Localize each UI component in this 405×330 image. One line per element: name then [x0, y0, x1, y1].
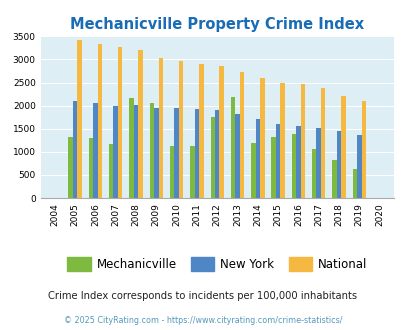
Bar — [230, 97, 235, 198]
Bar — [360, 101, 365, 198]
Title: Mechanicville Property Crime Index: Mechanicville Property Crime Index — [70, 17, 363, 32]
Bar — [271, 138, 275, 198]
Bar — [275, 124, 279, 198]
Bar — [300, 84, 305, 198]
Bar — [117, 47, 122, 198]
Bar — [214, 110, 219, 198]
Bar — [250, 144, 255, 198]
Bar — [77, 40, 82, 198]
Text: Crime Index corresponds to incidents per 100,000 inhabitants: Crime Index corresponds to incidents per… — [48, 291, 357, 301]
Bar — [153, 108, 158, 198]
Bar — [133, 105, 138, 198]
Text: © 2025 CityRating.com - https://www.cityrating.com/crime-statistics/: © 2025 CityRating.com - https://www.city… — [64, 316, 341, 325]
Bar — [280, 82, 284, 198]
Bar — [73, 101, 77, 198]
Bar — [341, 96, 345, 198]
Bar — [89, 138, 93, 198]
Bar — [255, 119, 259, 198]
Bar — [219, 66, 223, 198]
Bar — [158, 57, 163, 198]
Bar — [109, 144, 113, 198]
Bar — [239, 72, 244, 198]
Bar — [174, 108, 178, 198]
Bar — [190, 146, 194, 198]
Bar — [259, 78, 264, 198]
Bar — [113, 106, 117, 198]
Bar — [98, 44, 102, 198]
Bar — [68, 137, 73, 198]
Bar — [179, 61, 183, 198]
Bar — [199, 64, 203, 198]
Bar — [315, 128, 320, 198]
Bar — [210, 117, 214, 198]
Bar — [356, 135, 360, 198]
Bar — [129, 98, 134, 198]
Bar — [311, 149, 315, 198]
Bar — [332, 160, 336, 198]
Bar — [234, 114, 239, 198]
Bar — [295, 126, 300, 198]
Bar — [194, 109, 198, 198]
Bar — [320, 88, 324, 198]
Bar — [352, 169, 356, 198]
Bar — [291, 134, 296, 198]
Bar — [93, 103, 97, 198]
Bar — [138, 50, 143, 198]
Bar — [149, 103, 153, 198]
Bar — [170, 146, 174, 198]
Bar — [336, 131, 340, 198]
Legend: Mechanicville, New York, National: Mechanicville, New York, National — [62, 252, 371, 276]
